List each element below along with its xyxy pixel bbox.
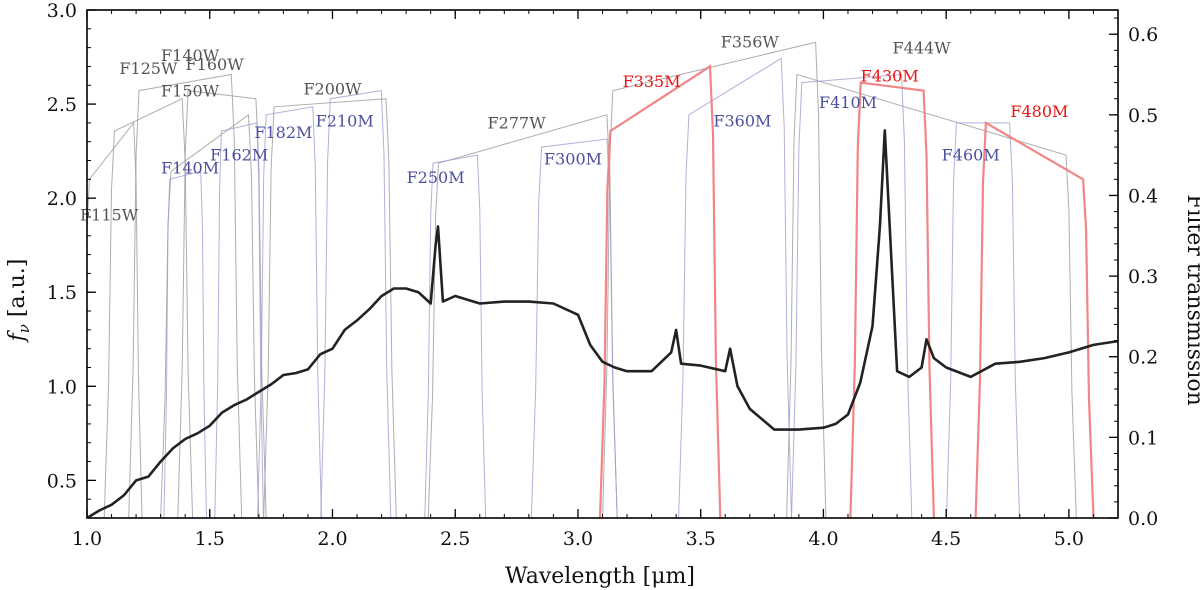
y-tick-label: 1.0 bbox=[47, 376, 77, 398]
x-axis-title: Wavelength [μm] bbox=[505, 564, 695, 589]
y-tick-label: 3.0 bbox=[47, 0, 77, 22]
filter-label-f410m: F410M bbox=[819, 93, 877, 112]
x-tick-label: 2.5 bbox=[440, 528, 470, 550]
y-axis-title: fν [a.u.] bbox=[5, 259, 33, 344]
y-tick-label: 1.5 bbox=[47, 282, 77, 304]
x-tick-label: 1.5 bbox=[195, 528, 225, 550]
x-tick-label: 3.5 bbox=[686, 528, 716, 550]
x-tick-label: 3.0 bbox=[563, 528, 593, 550]
filter-label-f460m: F460M bbox=[942, 146, 1000, 165]
filter-label-f162m: F162M bbox=[210, 146, 268, 165]
filter-curves bbox=[87, 41, 1095, 518]
filter-label-f200w: F200W bbox=[303, 80, 362, 99]
filter-curve-f430m bbox=[849, 81, 935, 518]
filter-label-f125w: F125W bbox=[119, 59, 178, 78]
filter-label-f140w: F140W bbox=[161, 46, 220, 65]
filter-curve-f140w bbox=[128, 73, 243, 518]
spectrum-line bbox=[87, 129, 1118, 518]
y2-tick-label: 0.0 bbox=[1128, 508, 1158, 530]
filter-curve-f300m bbox=[530, 138, 618, 518]
filter-curve-f182m bbox=[257, 106, 322, 518]
filter-curve-f140m bbox=[163, 170, 207, 518]
filter-label-f115w: F115W bbox=[80, 206, 139, 225]
filter-label-f480m: F480M bbox=[1010, 102, 1068, 121]
x-tick-label: 4.5 bbox=[931, 528, 961, 550]
filter-curve-f444w bbox=[786, 73, 1077, 518]
filter-curve-f410m bbox=[791, 73, 913, 518]
filter-curve-f200w bbox=[263, 98, 397, 518]
y2-tick-label: 0.5 bbox=[1128, 105, 1158, 127]
filter-label-f430m: F430M bbox=[861, 67, 919, 86]
filter-label-f182m: F182M bbox=[254, 123, 312, 142]
y2-tick-label: 0.4 bbox=[1128, 185, 1158, 207]
filter-label-f444w: F444W bbox=[893, 38, 952, 57]
filter-curve-f210m bbox=[320, 90, 392, 518]
y-axis-title-unit: [a.u.] bbox=[5, 259, 30, 324]
x-tick-label: 4.0 bbox=[808, 528, 838, 550]
y2-axis-title: Filter transmission bbox=[1182, 194, 1200, 406]
axes: 1.0 1.5 2.0 2.5 3.0 3.5 4.0 4.5 5.0 0.5 1.0 1.5 2.0 2… bbox=[47, 0, 1158, 550]
y2-tick-label: 0.2 bbox=[1128, 347, 1158, 369]
filter-curve-f162m bbox=[214, 122, 264, 518]
filter-curve-f460m bbox=[946, 122, 1020, 518]
filter-curve-f125w bbox=[103, 97, 194, 518]
spectrum-series bbox=[87, 129, 1118, 518]
x-tick-label: 2.0 bbox=[317, 528, 347, 550]
filter-label-f160w: F160W bbox=[186, 55, 245, 74]
filter-curve-f115w bbox=[87, 121, 143, 518]
x-tick-label: 5.0 bbox=[1054, 528, 1084, 550]
filter-label-f210m: F210M bbox=[316, 112, 374, 131]
filter-label-f360m: F360M bbox=[713, 112, 771, 131]
filter-curve-f356w bbox=[602, 41, 827, 518]
y-tick-label: 0.5 bbox=[47, 470, 77, 492]
filter-label-f300m: F300M bbox=[544, 149, 602, 168]
y2-tick-label: 0.1 bbox=[1128, 427, 1158, 449]
filter-label-f335m: F335M bbox=[623, 72, 681, 91]
filter-curve-f360m bbox=[678, 57, 792, 518]
filter-curve-f250m bbox=[424, 154, 487, 518]
filter-curve-f150w bbox=[160, 113, 260, 518]
x-tick-label: 1.0 bbox=[72, 528, 102, 550]
y-tick-label: 2.5 bbox=[47, 94, 77, 116]
filter-label-f250m: F250M bbox=[407, 168, 465, 187]
y2-tick-label: 0.6 bbox=[1128, 24, 1158, 46]
y2-tick-label: 0.3 bbox=[1128, 266, 1158, 288]
filter-label-f277w: F277W bbox=[488, 114, 547, 133]
filter-label-f356w: F356W bbox=[721, 33, 780, 52]
y-tick-label: 2.0 bbox=[47, 188, 77, 210]
filter-curve-f335m bbox=[598, 64, 722, 518]
filter-label-f140m: F140M bbox=[161, 159, 219, 178]
filter-curve-f480m bbox=[974, 121, 1095, 518]
y-axis-title-sub: ν bbox=[15, 324, 33, 333]
filter-label-f150w: F150W bbox=[161, 82, 220, 101]
